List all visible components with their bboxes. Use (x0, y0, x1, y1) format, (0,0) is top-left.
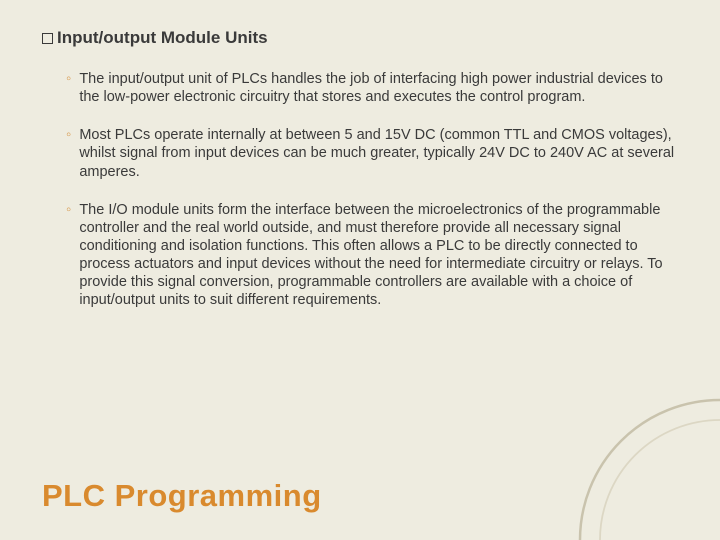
slide-container: Input/output Module Units ◦ The input/ou… (0, 0, 720, 540)
bullet-marker: ◦ (66, 70, 71, 106)
list-item: ◦ Most PLCs operate internally at betwee… (66, 126, 678, 180)
arc-outer (580, 400, 720, 540)
footer-title: PLC Programming (42, 478, 322, 514)
heading-square-bullet (42, 33, 53, 44)
bullet-marker: ◦ (66, 126, 71, 180)
corner-arc-decoration (570, 390, 720, 540)
bullet-list: ◦ The input/output unit of PLCs handles … (42, 70, 678, 309)
slide-heading: Input/output Module Units (42, 28, 678, 48)
bullet-text: The I/O module units form the interface … (79, 201, 678, 310)
heading-text: Input/output Module Units (57, 28, 268, 48)
bullet-text: The input/output unit of PLCs handles th… (79, 70, 678, 106)
bullet-text: Most PLCs operate internally at between … (79, 126, 678, 180)
heading-bold: Input/output (57, 28, 156, 47)
heading-rest: Module Units (156, 28, 267, 47)
bullet-marker: ◦ (66, 201, 71, 310)
list-item: ◦ The input/output unit of PLCs handles … (66, 70, 678, 106)
list-item: ◦ The I/O module units form the interfac… (66, 201, 678, 310)
arc-inner (600, 420, 720, 540)
